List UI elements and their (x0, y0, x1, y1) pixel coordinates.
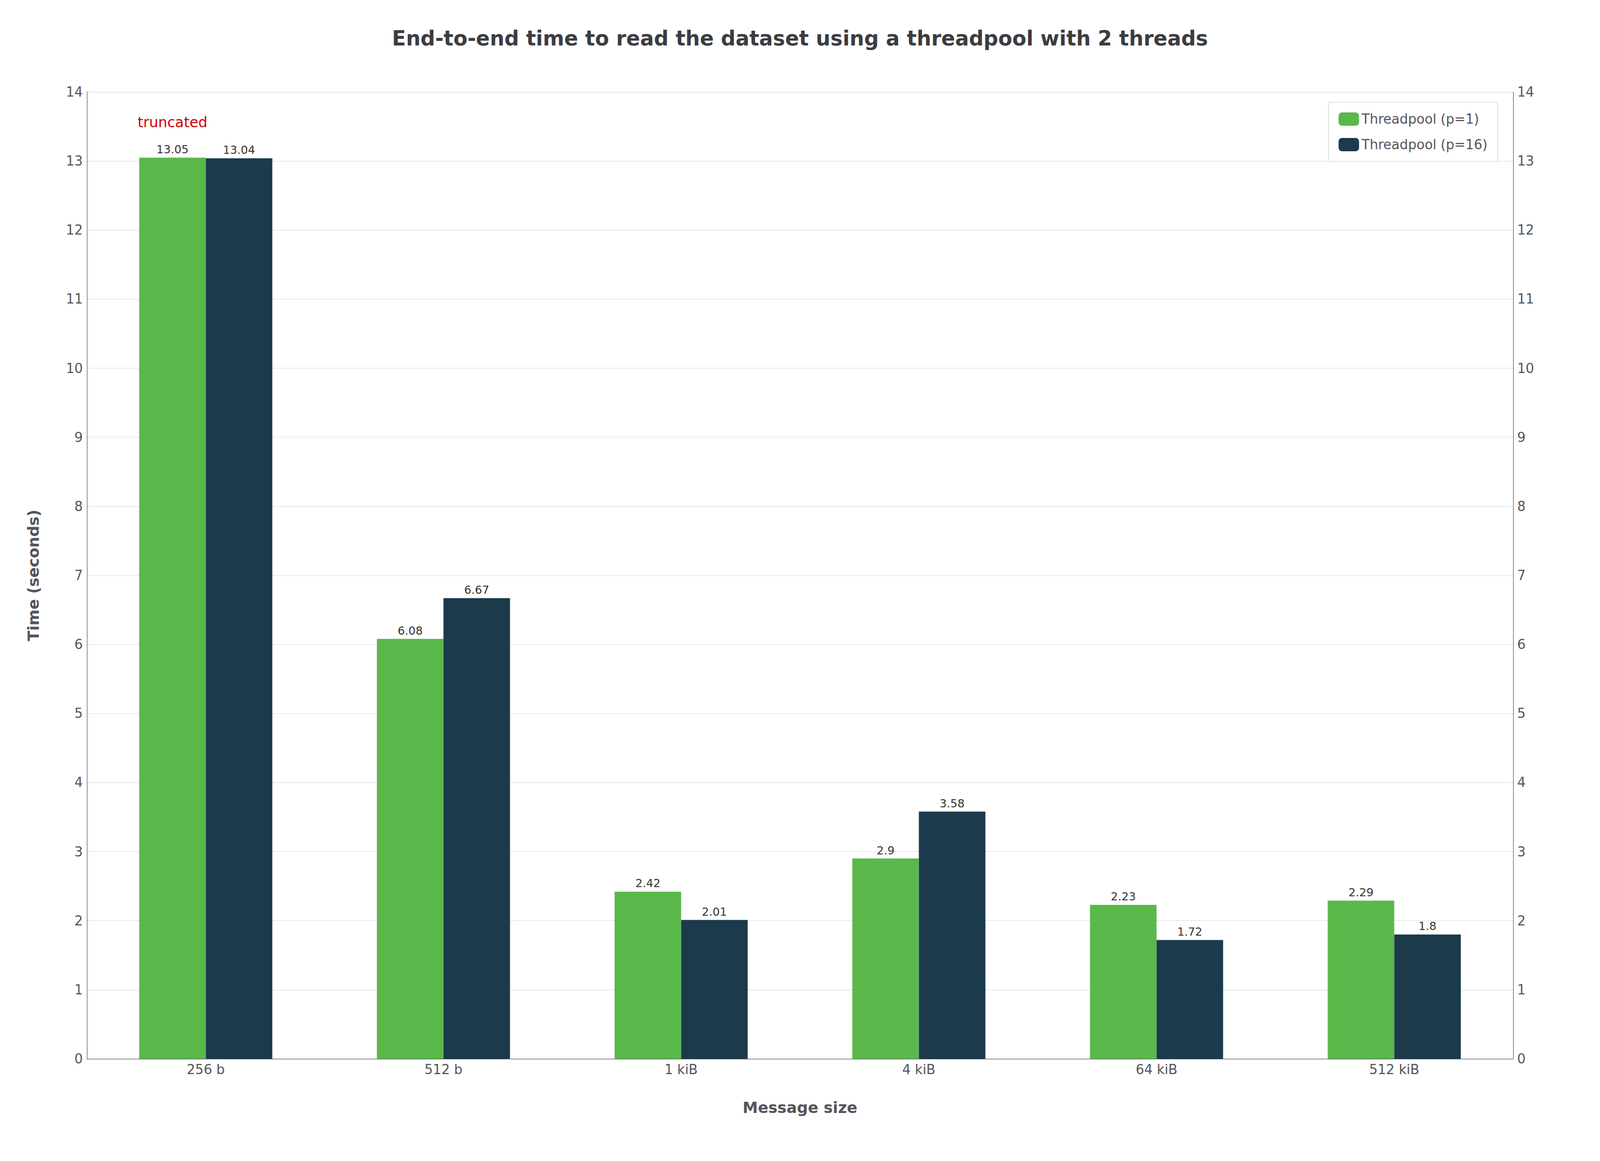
svg-text:0: 0 (74, 1051, 83, 1067)
svg-text:1.8: 1.8 (1418, 920, 1437, 933)
svg-text:64 kiB: 64 kiB (1135, 1062, 1178, 1078)
svg-text:10: 10 (65, 360, 83, 377)
svg-text:512 b: 512 b (424, 1062, 463, 1078)
svg-text:13: 13 (65, 153, 83, 169)
svg-text:2: 2 (1517, 913, 1526, 929)
svg-text:4: 4 (1517, 774, 1526, 791)
svg-text:1: 1 (1517, 982, 1526, 998)
svg-text:1 kiB: 1 kiB (664, 1062, 698, 1078)
svg-text:1: 1 (74, 982, 83, 998)
svg-text:4 kiB: 4 kiB (902, 1062, 936, 1078)
svg-text:truncated: truncated (137, 113, 208, 131)
svg-text:8: 8 (1517, 498, 1526, 515)
svg-text:3: 3 (74, 844, 83, 860)
svg-text:2.42: 2.42 (635, 877, 661, 890)
svg-text:12: 12 (65, 222, 83, 238)
svg-text:6: 6 (74, 636, 83, 653)
svg-text:9: 9 (1517, 429, 1526, 446)
svg-text:1.72: 1.72 (1177, 925, 1203, 939)
svg-text:7: 7 (1517, 567, 1526, 584)
svg-text:2: 2 (74, 913, 83, 929)
svg-text:Threadpool (p=16): Threadpool (p=16) (1361, 136, 1488, 153)
svg-text:Message size: Message size (742, 1099, 858, 1117)
svg-text:5: 5 (1517, 705, 1526, 722)
svg-text:14: 14 (1517, 84, 1535, 100)
svg-text:9: 9 (74, 429, 83, 446)
svg-text:13: 13 (1517, 153, 1535, 169)
svg-text:5: 5 (74, 705, 83, 722)
svg-text:6.08: 6.08 (397, 624, 423, 638)
svg-text:12: 12 (1517, 222, 1535, 238)
svg-text:4: 4 (74, 774, 83, 791)
svg-text:6: 6 (1517, 636, 1526, 653)
svg-text:2.29: 2.29 (1348, 886, 1374, 900)
svg-text:2.9: 2.9 (876, 844, 895, 858)
svg-text:13.05: 13.05 (156, 143, 189, 156)
svg-text:Threadpool (p=1): Threadpool (p=1) (1361, 111, 1480, 127)
svg-text:256 b: 256 b (186, 1062, 225, 1078)
svg-text:0: 0 (1517, 1051, 1526, 1067)
svg-text:8: 8 (74, 498, 83, 515)
svg-text:2.23: 2.23 (1110, 890, 1136, 904)
svg-text:512 kiB: 512 kiB (1368, 1062, 1420, 1078)
svg-text:11: 11 (1517, 291, 1535, 307)
svg-text:End-to-end time to read the da: End-to-end time to read the dataset usin… (392, 26, 1208, 51)
svg-text:10: 10 (1517, 360, 1535, 377)
svg-text:7: 7 (74, 567, 83, 584)
svg-text:2.01: 2.01 (701, 905, 727, 919)
svg-text:3: 3 (1517, 844, 1526, 860)
svg-text:11: 11 (65, 291, 83, 307)
svg-text:6.67: 6.67 (464, 583, 490, 597)
svg-text:13.04: 13.04 (222, 143, 256, 157)
svg-text:Time (seconds): Time (seconds) (24, 509, 43, 642)
svg-text:14: 14 (65, 84, 83, 100)
svg-text:3.58: 3.58 (939, 797, 965, 811)
